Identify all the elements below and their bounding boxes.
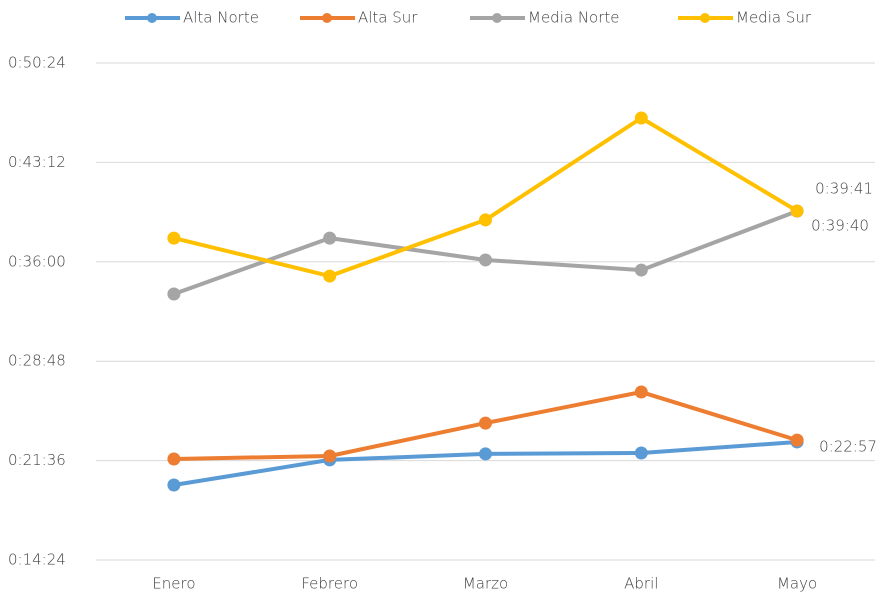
series-line — [173, 115, 799, 279]
data-label: 0:39:41 — [815, 179, 873, 197]
point — [634, 385, 648, 399]
data-label: 0:22:57 — [819, 437, 877, 455]
legend-marker — [322, 13, 332, 23]
legend-label: Media Sur — [736, 9, 812, 27]
point — [634, 446, 648, 460]
y-tick-label: 0:43:12 — [8, 153, 66, 171]
point — [634, 263, 648, 277]
point — [634, 111, 648, 125]
point — [323, 231, 337, 245]
y-tick-label: 0:28:48 — [8, 352, 66, 370]
legend-label: Alta Sur — [358, 9, 418, 27]
x-tick-label: Marzo — [463, 575, 508, 593]
point — [479, 416, 492, 430]
point — [479, 213, 492, 227]
y-tick-label: 0:21:36 — [8, 451, 66, 469]
data-label: 0:39:40 — [811, 217, 869, 235]
legend-marker — [492, 13, 502, 23]
point — [167, 452, 181, 466]
legend-marker — [700, 13, 710, 23]
x-tick-label: Mayo — [777, 575, 817, 593]
legend-marker — [147, 13, 157, 23]
point — [323, 269, 337, 283]
x-tick-label: Enero — [152, 575, 195, 593]
point — [167, 231, 181, 245]
point — [479, 447, 492, 461]
y-tick-label: 0:50:24 — [8, 54, 66, 72]
point — [323, 449, 337, 463]
point — [167, 287, 181, 301]
point — [479, 253, 492, 267]
y-tick-label: 0:36:00 — [8, 252, 66, 270]
legend-label: Alta Norte — [183, 9, 259, 27]
point — [167, 478, 181, 492]
x-tick-label: Abril — [624, 575, 658, 593]
point — [790, 204, 804, 218]
legend-label: Media Norte — [528, 9, 620, 27]
x-tick-label: Febrero — [301, 575, 358, 593]
y-tick-label: 0:14:24 — [8, 551, 66, 569]
point — [790, 433, 804, 447]
